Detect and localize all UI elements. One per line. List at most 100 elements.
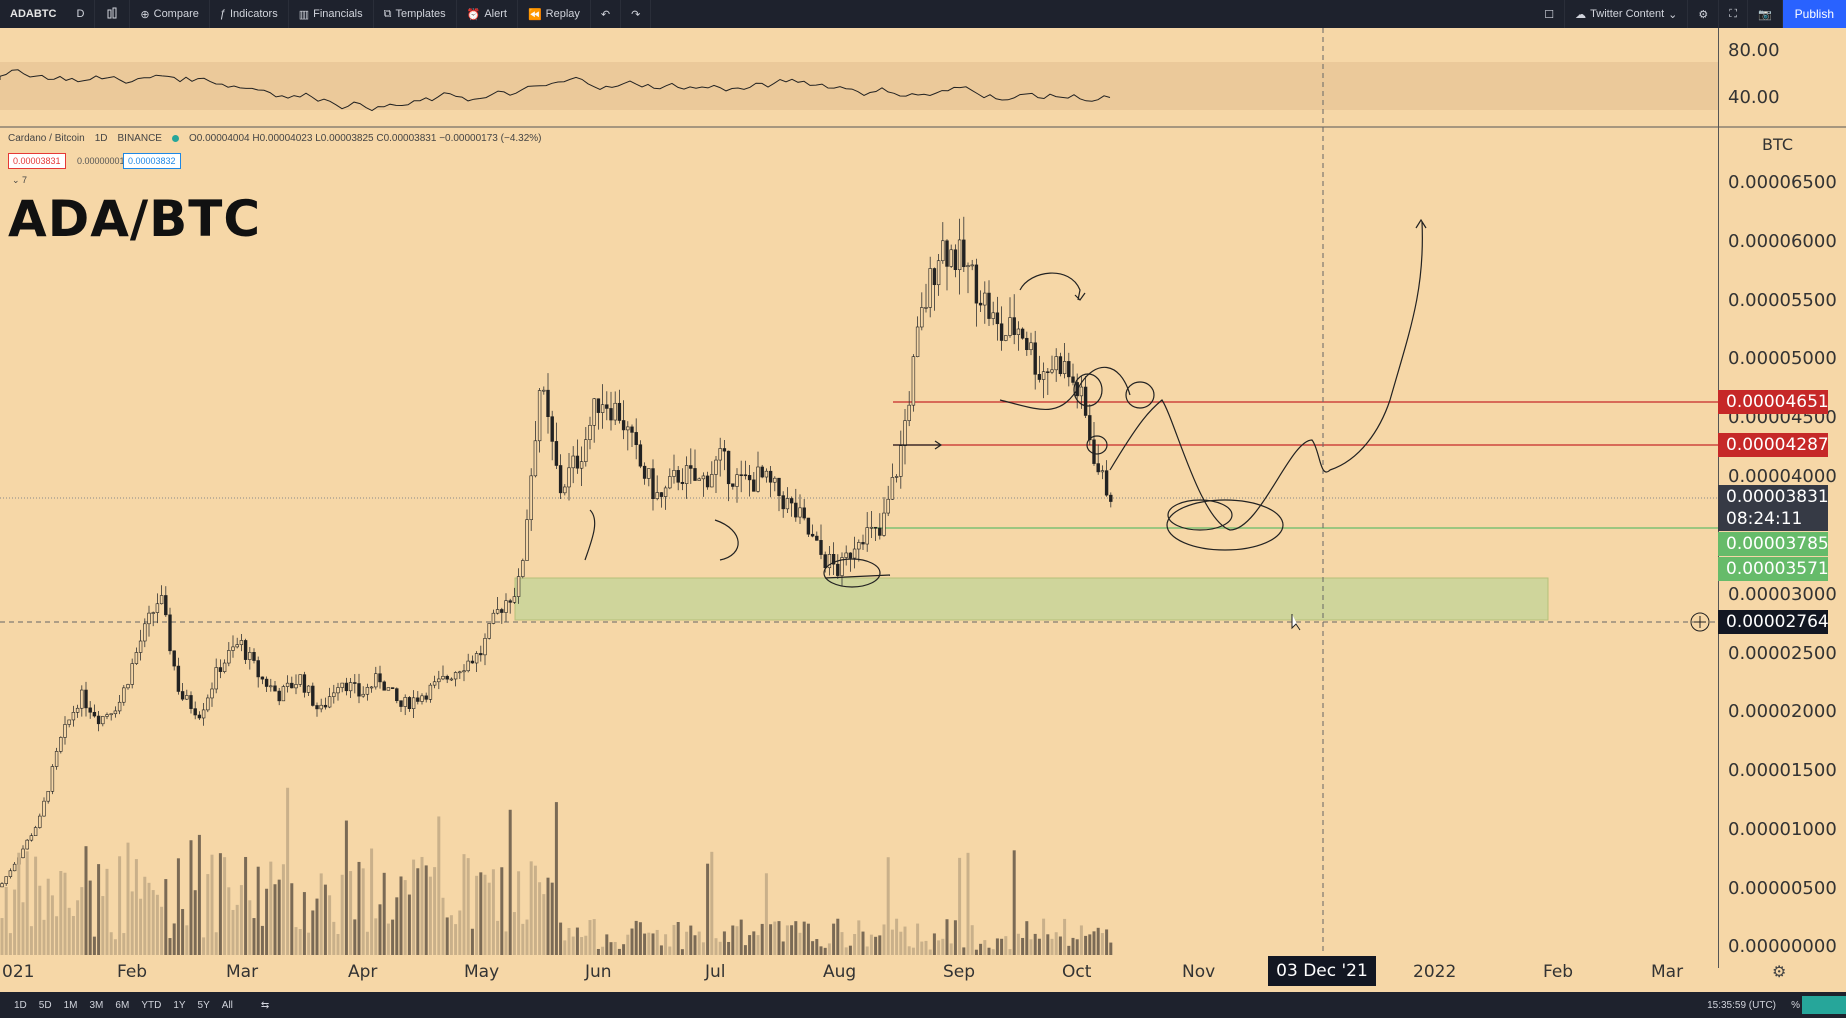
candle-body (609, 408, 613, 421)
snapshot-button[interactable]: 📷 (1748, 0, 1783, 28)
add-button-icon[interactable] (1690, 612, 1710, 632)
volume-bar (634, 920, 638, 955)
volume-bar (945, 919, 949, 955)
price-tick: 0.00000000 (1728, 936, 1837, 957)
volume-bar (987, 947, 991, 955)
price-tag-resistance-2[interactable]: 0.00004287 (1718, 433, 1829, 457)
candle-body (101, 716, 105, 725)
interval-button[interactable]: D (66, 0, 96, 28)
layout-name-button[interactable]: ☁ Twitter Content ⌄ (1565, 0, 1689, 28)
candle-body (361, 693, 365, 697)
volume-bar (218, 853, 222, 955)
candle-body (470, 660, 475, 664)
undo-button[interactable]: ↶ (591, 0, 622, 28)
candle-body (281, 686, 286, 702)
templates-button[interactable]: ⧉ Templates (374, 0, 457, 28)
price-tag-resistance-1[interactable]: 0.00004651 (1718, 390, 1829, 414)
candle-body (932, 268, 937, 286)
range-6m[interactable]: 6M (115, 999, 130, 1011)
last-price-tag[interactable]: 0.00003831 08:24:11 (1718, 485, 1829, 531)
range-3m[interactable]: 3M (89, 999, 104, 1011)
candle-body (928, 268, 932, 308)
range-1d[interactable]: 1D (14, 999, 27, 1011)
volume-bar (622, 944, 626, 955)
candle-body (1012, 317, 1016, 335)
candle-body (701, 475, 706, 480)
volume-bar (1008, 949, 1012, 955)
volume-bar (874, 936, 878, 955)
range-ytd[interactable]: YTD (141, 999, 162, 1011)
candle-body (210, 688, 214, 699)
volume-bar (886, 857, 890, 955)
candle-body (176, 665, 181, 692)
volume-bar (760, 923, 764, 955)
volume-bar (1067, 945, 1071, 955)
chart-canvas[interactable] (0, 28, 1846, 992)
candle-body (327, 696, 332, 708)
compare-button[interactable]: ⊕ Compare (130, 0, 210, 28)
volume-bar (878, 935, 882, 955)
hand-drawings[interactable] (584, 218, 1427, 588)
volume-bar (722, 931, 726, 955)
price-tick: 0.00002500 (1728, 643, 1837, 664)
volume-bar (601, 946, 605, 955)
bar-countdown: 08:24:11 (1726, 509, 1803, 529)
legend-title[interactable]: Cardano / Bitcoin (8, 133, 85, 144)
publish-button[interactable]: Publish (1782, 0, 1846, 28)
volume-bar (277, 879, 281, 955)
auto-scale-toggle[interactable] (1802, 996, 1846, 1014)
range-1y[interactable]: 1Y (173, 999, 186, 1011)
volume-bar (172, 923, 176, 955)
volume-bar (508, 809, 512, 955)
replay-button[interactable]: ⏪ Replay (518, 0, 591, 28)
range-5d[interactable]: 5D (38, 999, 52, 1011)
candle-body (521, 560, 525, 577)
utc-clock[interactable]: 15:35:59 (UTC) (1707, 1000, 1776, 1011)
financials-button[interactable]: ▥ Financials (289, 0, 374, 28)
volume-bar (538, 882, 542, 955)
candle-body (151, 612, 155, 614)
candle-body (945, 240, 949, 267)
support-zone[interactable] (514, 577, 1549, 621)
volume-bar (239, 885, 243, 955)
volume-bar (605, 934, 609, 955)
candle-body (659, 492, 664, 497)
price-tick: 0.00005000 (1728, 348, 1837, 369)
candle-body (1079, 386, 1084, 397)
symbol-search[interactable]: ADABTC (10, 8, 57, 20)
price-tag-support-2[interactable]: 0.00003571 (1718, 557, 1829, 581)
axis-settings-icon[interactable]: ⚙ (1772, 964, 1787, 981)
redo-button[interactable]: ↷ (621, 0, 652, 28)
currency-label[interactable]: BTC (1762, 135, 1793, 154)
indicators-toggle[interactable]: ⌄ 7 (12, 175, 28, 185)
volume-bar (958, 857, 962, 955)
fullscreen-layout-button[interactable]: ☐ (1534, 0, 1566, 28)
percent-toggle[interactable]: % (1791, 1000, 1800, 1011)
price-tick: 0.00005500 (1728, 290, 1837, 311)
volume-bar (953, 920, 957, 955)
fullscreen-button[interactable]: ⛶ (1719, 0, 1748, 28)
candle-body (126, 684, 130, 689)
rewind-icon: ⏪ (527, 8, 542, 21)
alert-button[interactable]: ⏰ Alert (457, 0, 518, 28)
volume-bar (941, 938, 945, 955)
chart-type-button[interactable] (95, 0, 131, 28)
bid-price-box[interactable]: 0.00003831 (8, 153, 66, 169)
candle-body (668, 476, 672, 489)
candle-body (890, 477, 895, 500)
volume-bar (475, 875, 479, 955)
volume-bar (441, 897, 445, 955)
goto-date-icon[interactable]: ⇆ (260, 999, 270, 1011)
range-5y[interactable]: 5Y (197, 999, 210, 1011)
ask-price-box[interactable]: 0.00003832 (123, 153, 181, 169)
range-1m[interactable]: 1M (63, 999, 78, 1011)
indicators-button[interactable]: ƒ Indicators (210, 0, 289, 28)
price-tag-support-1[interactable]: 0.00003785 (1718, 532, 1829, 556)
volume-bar (290, 883, 294, 955)
volume-bar (445, 917, 449, 955)
range-all[interactable]: All (221, 999, 233, 1011)
candle-body (584, 439, 588, 462)
volume-bar (470, 928, 474, 955)
settings-button[interactable]: ⚙ (1688, 0, 1720, 28)
candle-body (516, 576, 521, 597)
